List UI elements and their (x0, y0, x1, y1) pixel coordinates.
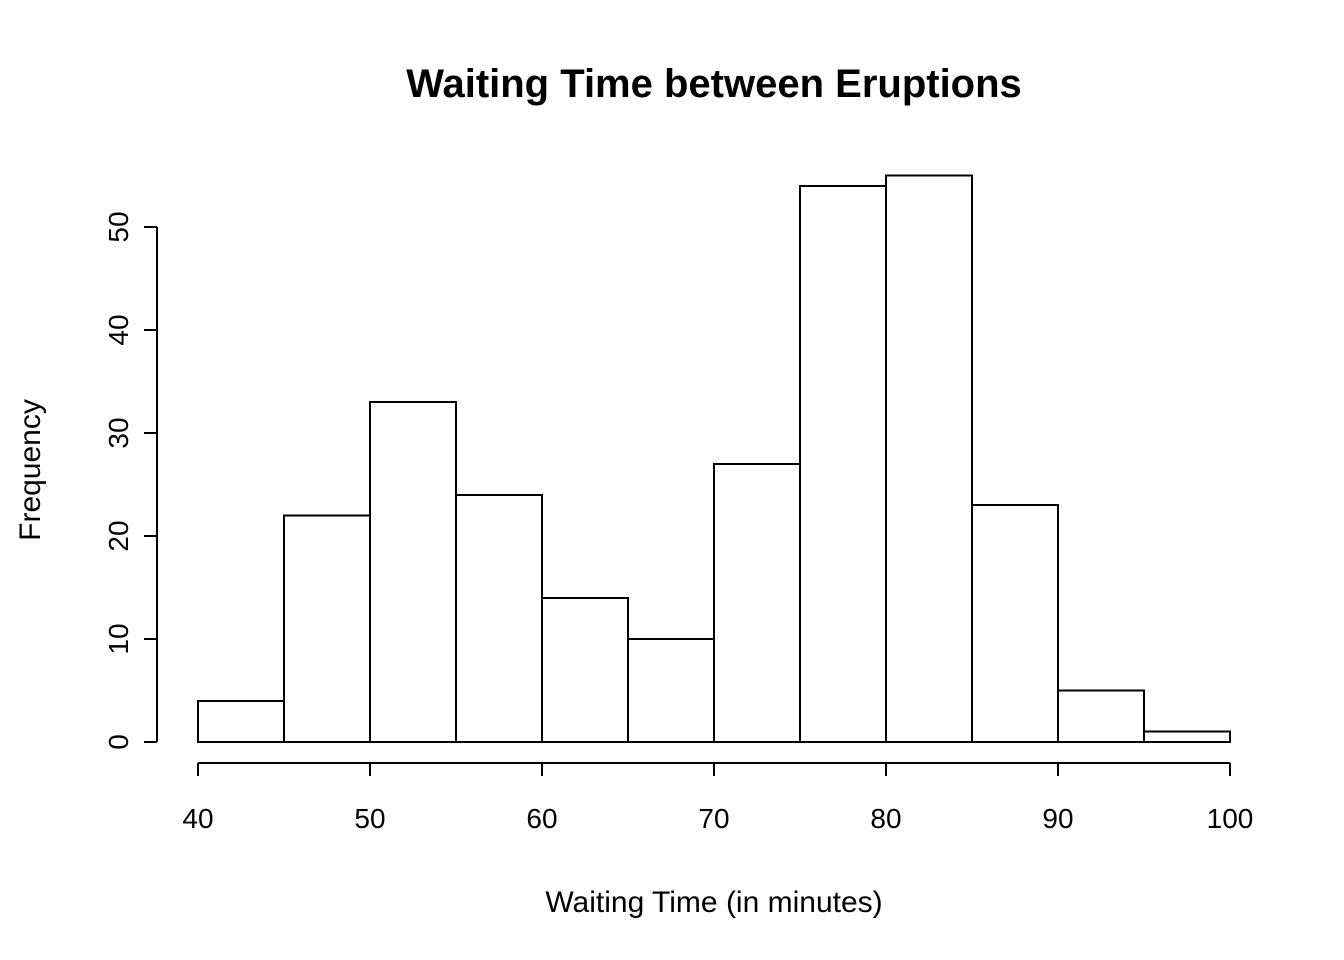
x-tick-label: 100 (1207, 803, 1254, 834)
y-tick-label: 50 (103, 211, 134, 242)
chart-title: Waiting Time between Eruptions (406, 62, 1022, 106)
x-axis-title: Waiting Time (in minutes) (545, 886, 882, 919)
histogram-bar (713, 462, 801, 743)
y-axis: 0 10 20 30 40 50 (103, 211, 158, 750)
bars-group (197, 174, 1231, 744)
x-tick-label: 60 (526, 803, 557, 834)
histogram-bar (1057, 689, 1145, 743)
histogram-bar (197, 699, 285, 743)
histogram-bar (799, 184, 887, 744)
x-tick-label: 40 (182, 803, 213, 834)
histogram-bar (283, 514, 371, 744)
y-tick-label: 40 (103, 314, 134, 345)
x-tick-label: 50 (354, 803, 385, 834)
y-tick-label: 10 (103, 623, 134, 654)
y-tick-label: 0 (103, 734, 134, 750)
x-tick-label: 70 (698, 803, 729, 834)
x-tick-label: 80 (870, 803, 901, 834)
histogram-bar (971, 504, 1059, 743)
histogram-bar (627, 638, 715, 743)
histogram-bar (1143, 730, 1231, 744)
y-axis-title: Frequency (14, 399, 47, 541)
y-tick-label: 30 (103, 417, 134, 448)
histogram-bar (455, 493, 543, 743)
y-tick-label: 20 (103, 520, 134, 551)
x-axis: 40 50 60 70 80 90 100 (182, 762, 1254, 834)
histogram-bar (541, 596, 629, 743)
x-tick-label: 90 (1042, 803, 1073, 834)
histogram-bar (369, 401, 457, 743)
histogram-bar (885, 174, 973, 743)
